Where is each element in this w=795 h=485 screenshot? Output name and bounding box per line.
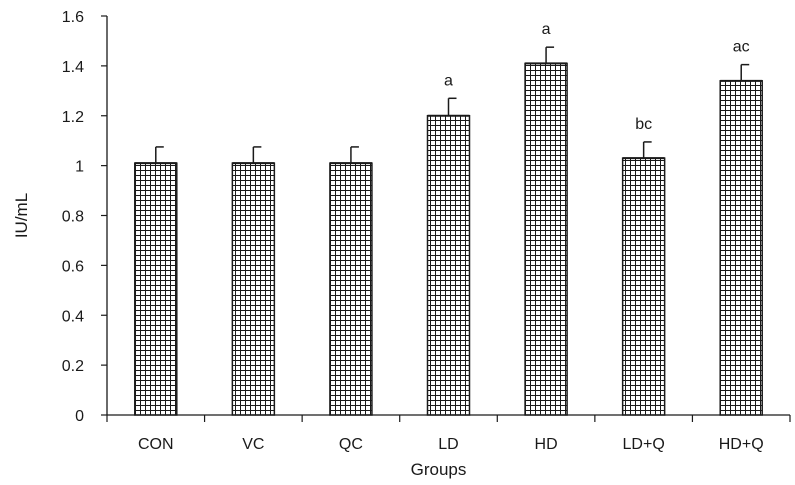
bar-hd: [524, 62, 568, 416]
y-tick-label: 1: [75, 159, 84, 176]
significance-label: ac: [733, 39, 750, 56]
x-tick-label: LD+Q: [623, 436, 665, 453]
bar-vc: [231, 162, 276, 416]
significance-label: a: [444, 72, 453, 89]
y-axis-ticks: 0 0.2 0.4 0.6 0.8 1 1.2 1.4 1.6: [62, 9, 107, 425]
significance-label: bc: [635, 116, 652, 133]
x-tick-label: HD+Q: [719, 436, 764, 453]
bar-con: [134, 162, 178, 416]
x-tick-label: VC: [242, 436, 264, 453]
bar-ld-plus-q: [621, 157, 666, 416]
y-tick-label: 0.4: [62, 308, 84, 325]
y-tick-label: 0: [75, 408, 84, 425]
y-tick-label: 1.4: [62, 59, 84, 76]
x-tick-label: CON: [138, 436, 174, 453]
bar-hd-plus-q: [719, 80, 763, 416]
y-tick-label: 0.6: [62, 258, 84, 275]
y-tick-label: 0.2: [62, 358, 84, 375]
y-tick-label: 0.8: [62, 209, 84, 226]
axes: [106, 16, 790, 416]
x-axis-ticks: CON VC QC LD HD LD+Q HD+Q: [106, 415, 791, 453]
bar-qc: [329, 162, 373, 416]
x-tick-label: LD: [438, 436, 458, 453]
y-axis-title: IU/mL: [12, 193, 31, 238]
bar-ld: [426, 115, 471, 416]
x-axis-title: Groups: [411, 460, 467, 479]
y-tick-label: 1.6: [62, 9, 84, 26]
x-tick-label: HD: [535, 436, 558, 453]
bars: a a bc ac: [134, 21, 763, 416]
x-tick-label: QC: [339, 436, 363, 453]
y-tick-label: 1.2: [62, 109, 84, 126]
significance-label: a: [542, 21, 551, 38]
